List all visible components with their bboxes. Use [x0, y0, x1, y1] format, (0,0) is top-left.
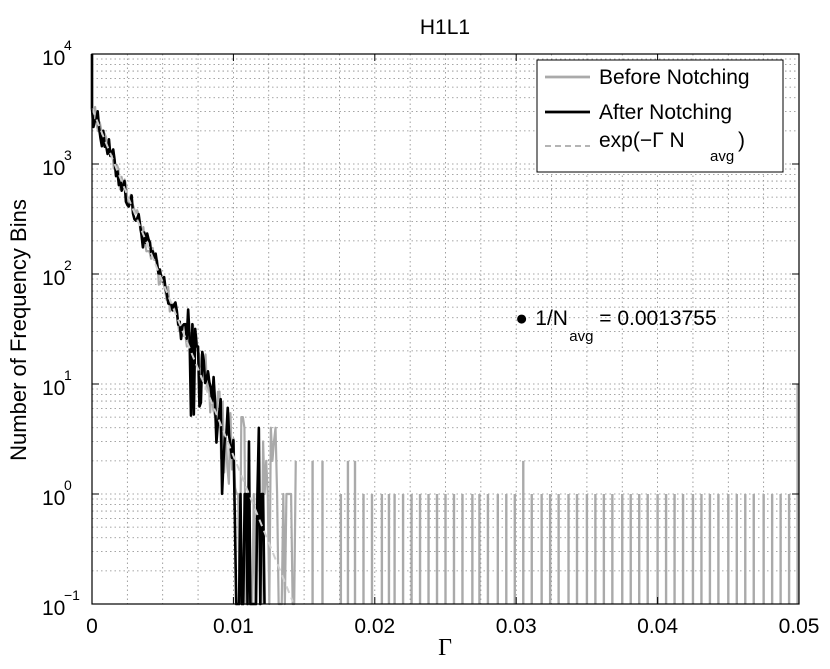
x-tick-label: 0.05 [779, 615, 820, 638]
y-tick-label-base: 10 [42, 487, 65, 510]
y-axis-label: Number of Frequency Bins [6, 199, 31, 461]
x-tick-label: 0.03 [496, 615, 537, 638]
x-tick-label: 0.02 [354, 615, 395, 638]
x-tick-label: 0.04 [637, 615, 678, 638]
exp-model-curve [91, 108, 294, 602]
legend-label: exp(−Γ N [599, 129, 685, 152]
plot-area [90, 54, 799, 606]
axes-box [91, 53, 800, 605]
ticks [91, 53, 800, 605]
y-tick-label-exponent: 1 [64, 367, 72, 383]
y-tick-label-base: 10 [42, 157, 65, 180]
legend: Before Notching After Notching exp(−Γ N avg… [536, 59, 784, 173]
x-tick-label: 0.01 [213, 615, 254, 638]
chart-title: H1L1 [420, 16, 470, 39]
y-tick-label-base: 10 [42, 377, 65, 400]
y-tick-label-exponent: 4 [64, 37, 72, 53]
annotation-value: = 0.0013755 [599, 307, 716, 330]
y-tick-label-base: 10 [42, 47, 65, 70]
y-tick-label-exponent: 2 [64, 257, 72, 273]
y-tick-label-exponent: 3 [64, 147, 72, 163]
annotation-prefix: 1/N [535, 307, 568, 330]
annotation-marker: ● [515, 307, 528, 330]
y-tick-label-exponent: 0 [64, 477, 72, 493]
y-tick-label-exponent: −1 [64, 587, 80, 603]
y-tick-label-base: 10 [42, 597, 65, 620]
x-axis-label: Γ [438, 635, 452, 661]
legend-label: Before Notching [599, 66, 750, 89]
legend-box [536, 59, 784, 173]
legend-label: After Notching [599, 101, 732, 124]
annotation-subscript: avg [569, 328, 593, 345]
legend-label-subscript: avg [710, 148, 734, 165]
after-notching-curve [90, 54, 266, 606]
legend-label-suffix: ) [738, 129, 745, 152]
x-tick-label: 0 [86, 615, 98, 638]
y-tick-label-base: 10 [42, 267, 65, 290]
x-tick-labels: 0 0.01 0.02 0.03 0.04 0.05 [86, 615, 819, 638]
